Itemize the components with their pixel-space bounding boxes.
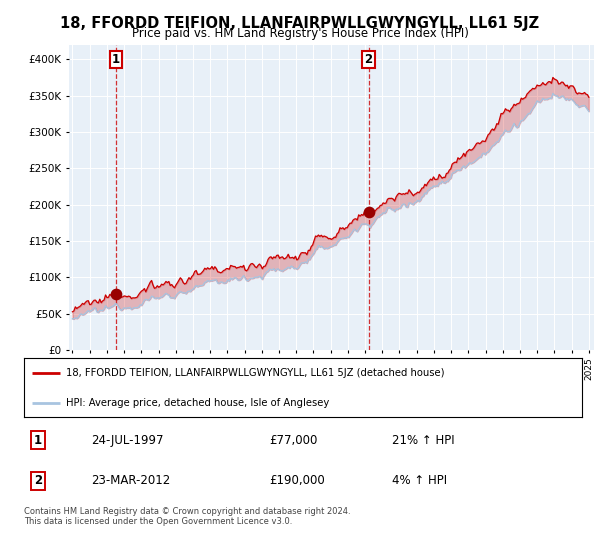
Text: 4% ↑ HPI: 4% ↑ HPI bbox=[392, 474, 448, 487]
Text: 1: 1 bbox=[112, 53, 120, 66]
Point bbox=[364, 207, 373, 216]
Point bbox=[112, 290, 121, 298]
Text: 2: 2 bbox=[365, 53, 373, 66]
Text: 23-MAR-2012: 23-MAR-2012 bbox=[91, 474, 170, 487]
Text: 1: 1 bbox=[34, 434, 42, 447]
Text: £190,000: £190,000 bbox=[269, 474, 325, 487]
Text: Price paid vs. HM Land Registry's House Price Index (HPI): Price paid vs. HM Land Registry's House … bbox=[131, 27, 469, 40]
Text: 18, FFORDD TEIFION, LLANFAIRPWLLGWYNGYLL, LL61 5JZ: 18, FFORDD TEIFION, LLANFAIRPWLLGWYNGYLL… bbox=[61, 16, 539, 31]
Text: £77,000: £77,000 bbox=[269, 434, 318, 447]
Text: Contains HM Land Registry data © Crown copyright and database right 2024.
This d: Contains HM Land Registry data © Crown c… bbox=[24, 507, 350, 526]
Text: 21% ↑ HPI: 21% ↑ HPI bbox=[392, 434, 455, 447]
Text: 2: 2 bbox=[34, 474, 42, 487]
Text: 18, FFORDD TEIFION, LLANFAIRPWLLGWYNGYLL, LL61 5JZ (detached house): 18, FFORDD TEIFION, LLANFAIRPWLLGWYNGYLL… bbox=[66, 368, 445, 378]
Text: 24-JUL-1997: 24-JUL-1997 bbox=[91, 434, 163, 447]
Text: HPI: Average price, detached house, Isle of Anglesey: HPI: Average price, detached house, Isle… bbox=[66, 398, 329, 408]
